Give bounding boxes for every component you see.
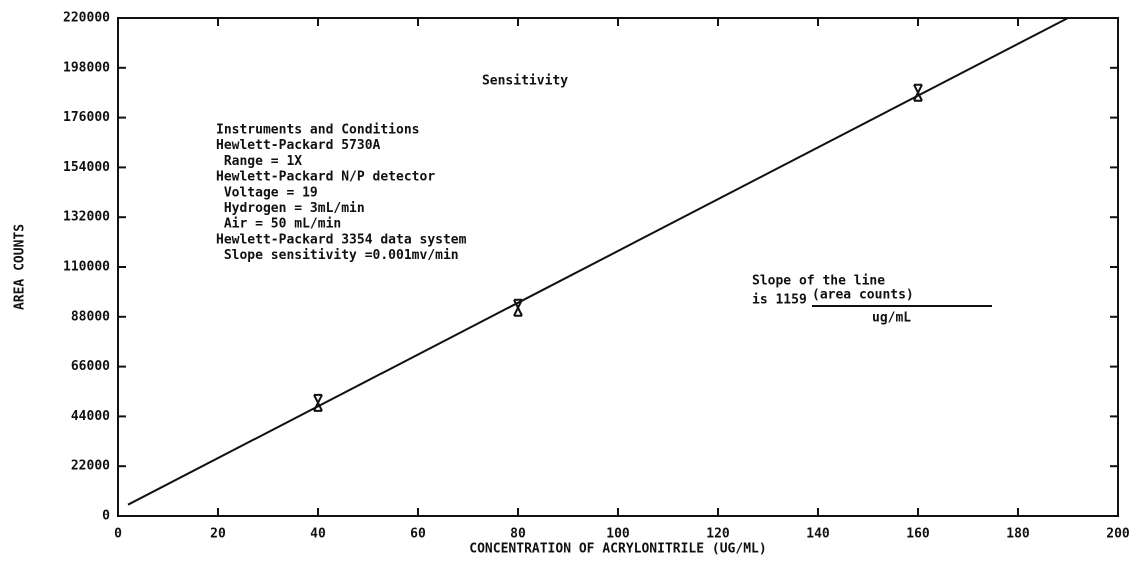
x-tick-label: 60	[410, 527, 426, 542]
x-tick-label: 40	[310, 527, 326, 542]
y-tick-label: 154000	[63, 160, 110, 175]
x-tick-label: 0	[114, 527, 122, 542]
annotation: Slope sensitivity =0.001mv/min	[216, 248, 459, 263]
x-tick-label: 100	[606, 527, 630, 542]
y-tick-label: 88000	[71, 309, 110, 324]
y-tick-label: 66000	[71, 359, 110, 374]
plot-frame	[117, 17, 1119, 517]
annotation: Instruments and Conditions	[216, 123, 420, 138]
slope-note: is 1159	[752, 293, 807, 308]
data-point	[313, 393, 323, 412]
y-tick-label: 198000	[63, 60, 110, 75]
x-tick-label: 160	[906, 527, 930, 542]
y-tick-label: 22000	[71, 459, 110, 474]
annotation: Hewlett-Packard N/P detector	[216, 170, 435, 185]
chart-title: Sensitivity	[482, 74, 568, 89]
data-point	[513, 298, 523, 317]
y-tick-label: 132000	[63, 210, 110, 225]
x-tick-label: 20	[210, 527, 226, 542]
y-tick-label: 0	[102, 509, 110, 524]
x-tick-label: 120	[706, 527, 730, 542]
data-point	[913, 83, 923, 102]
x-axis-label: CONCENTRATION OF ACRYLONITRILE (UG/ML)	[469, 542, 766, 557]
annotation: Air = 50 mL/min	[216, 217, 341, 232]
annotation: Voltage = 19	[216, 185, 318, 200]
slope-note: ug/mL	[872, 311, 911, 326]
annotation: Hydrogen = 3mL/min	[216, 201, 365, 216]
x-tick-label: 140	[806, 527, 830, 542]
annotation: Hewlett-Packard 5730A	[216, 138, 381, 153]
annotation: Range = 1X	[216, 154, 302, 169]
fit-line	[127, 17, 1069, 506]
x-tick-label: 80	[510, 527, 526, 542]
x-tick-label: 200	[1106, 527, 1130, 542]
y-tick-label: 44000	[71, 409, 110, 424]
y-tick-label: 176000	[63, 110, 110, 125]
annotation: Hewlett-Packard 3354 data system	[216, 232, 467, 247]
x-tick-label: 180	[1006, 527, 1030, 542]
slope-note: (area counts)	[812, 288, 914, 303]
y-axis-label: AREA COUNTS	[13, 224, 28, 310]
slope-note: Slope of the line	[752, 274, 885, 289]
y-tick-label: 110000	[63, 260, 110, 275]
y-tick-label: 220000	[63, 11, 110, 26]
